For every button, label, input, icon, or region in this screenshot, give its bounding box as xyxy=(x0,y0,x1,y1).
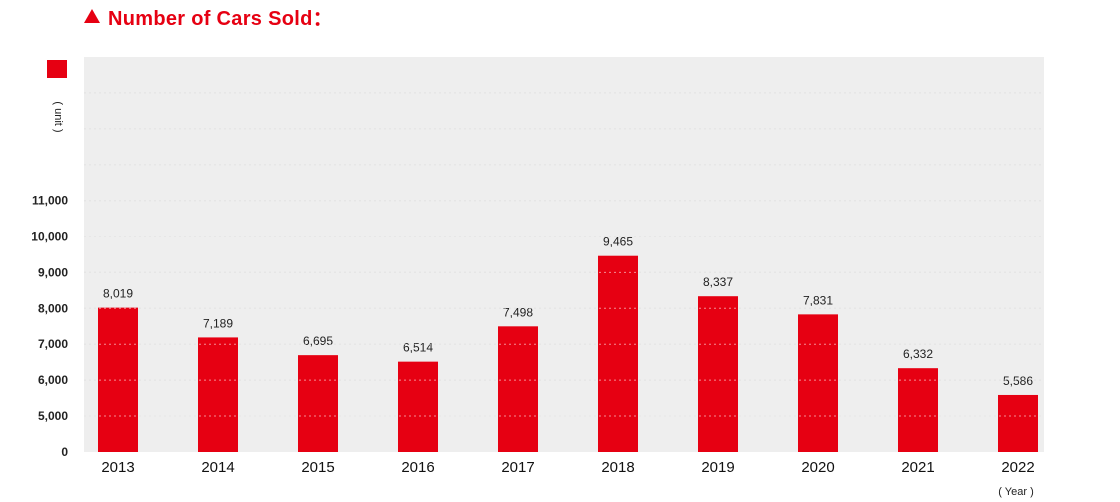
value-label: 7,189 xyxy=(203,316,233,330)
chart-title-text: Number of Cars Sold： xyxy=(108,7,333,30)
x-tick-label: 2015 xyxy=(301,459,334,476)
y-tick-label: 5,000 xyxy=(38,409,68,423)
x-tick-label: 2022 xyxy=(1001,459,1034,476)
x-tick-label: 2017 xyxy=(501,459,534,476)
y-axis-unit-label: ( unit ) xyxy=(52,101,64,132)
bar-2020 xyxy=(798,314,838,452)
y-tick-label: 0 xyxy=(61,445,68,459)
y-tick-label: 9,000 xyxy=(38,265,68,279)
value-label: 9,465 xyxy=(603,235,633,249)
value-label: 6,332 xyxy=(903,347,933,361)
bar-2019 xyxy=(698,296,738,452)
value-label: 5,586 xyxy=(1003,374,1033,388)
triangle-icon xyxy=(84,9,100,23)
x-tick-label: 2019 xyxy=(701,459,734,476)
bar-2016 xyxy=(398,361,438,452)
y-tick-label: 6,000 xyxy=(38,373,68,387)
x-axis-unit-label: ( Year ) xyxy=(998,486,1033,498)
bar-2021 xyxy=(898,368,938,452)
value-label: 7,498 xyxy=(503,305,533,319)
x-tick-label: 2020 xyxy=(801,459,834,476)
x-tick-label: 2016 xyxy=(401,459,434,476)
plot-background xyxy=(84,57,1044,452)
y-tick-label: 10,000 xyxy=(31,230,68,244)
bar-2017 xyxy=(498,326,538,452)
bar-2014 xyxy=(198,337,238,452)
value-label: 6,695 xyxy=(303,334,333,348)
bar-2015 xyxy=(298,355,338,452)
legend-swatch xyxy=(47,60,67,78)
bar-2022 xyxy=(998,394,1038,452)
value-label: 6,514 xyxy=(403,341,433,355)
value-label: 7,831 xyxy=(803,293,833,307)
y-tick-label: 7,000 xyxy=(38,337,68,351)
y-tick-label: 8,000 xyxy=(38,301,68,315)
y-tick-label: 11,000 xyxy=(32,194,68,208)
value-label: 8,337 xyxy=(703,275,733,289)
bar-2018 xyxy=(598,255,638,452)
x-tick-label: 2013 xyxy=(101,459,134,476)
x-tick-label: 2018 xyxy=(601,459,634,476)
x-tick-label: 2021 xyxy=(901,459,934,476)
chart-title: Number of Cars Sold： xyxy=(84,2,333,30)
x-tick-label: 2014 xyxy=(201,459,234,476)
value-label: 8,019 xyxy=(103,287,133,301)
